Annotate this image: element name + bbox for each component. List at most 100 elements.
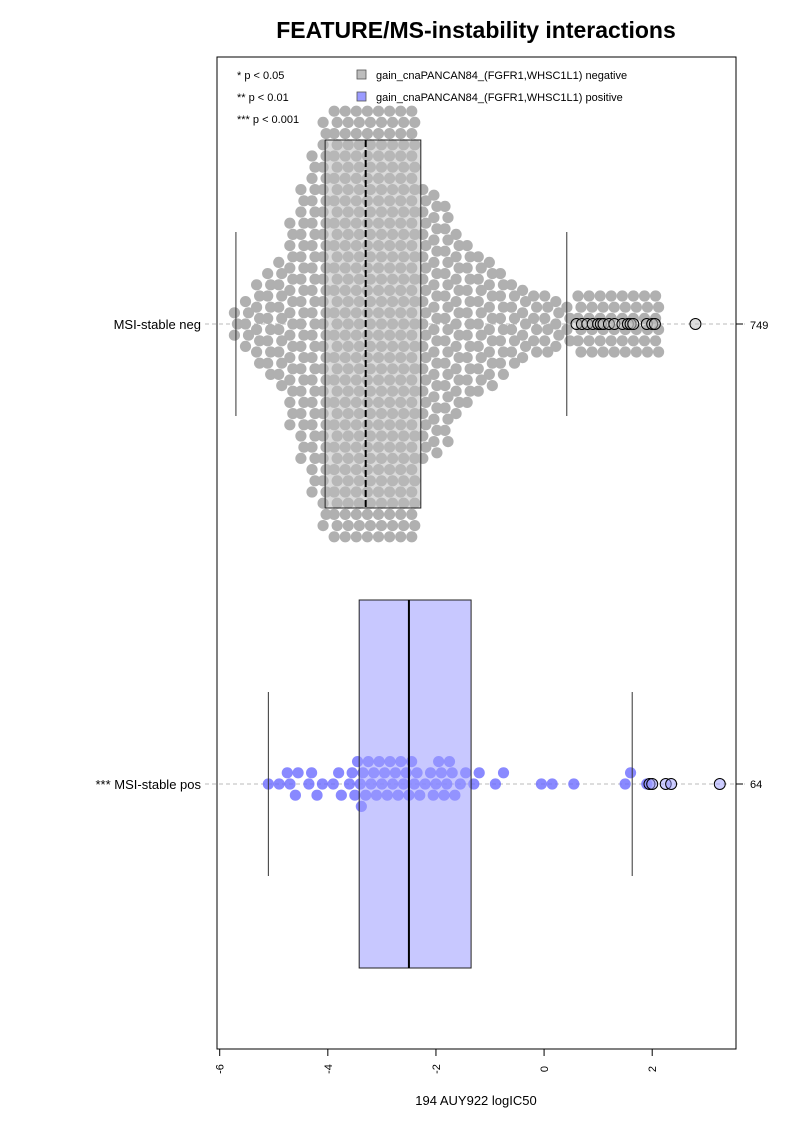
dot-neg-8: [250, 279, 263, 291]
dot-neg-591: [497, 279, 510, 291]
dot-neg-504: [431, 380, 443, 392]
dot-neg-103: [309, 385, 321, 397]
dot-neg-383: [383, 531, 396, 543]
dot-neg-481: [420, 396, 432, 408]
dot-neg-600: [505, 279, 518, 291]
dot-neg-673: [641, 301, 654, 313]
dot-neg-521: [439, 312, 451, 324]
dot-neg-305: [361, 531, 374, 543]
dot-neg-189: [339, 105, 351, 117]
dot-pos-5: [292, 767, 304, 779]
dot-neg-510: [431, 447, 443, 459]
dot-neg-475: [420, 329, 432, 341]
dot-neg-343: [375, 520, 388, 532]
dot-neg-523: [439, 335, 451, 347]
dot-neg-622: [542, 301, 554, 313]
dot-pos-10: [327, 778, 339, 790]
dot-neg-659: [608, 346, 620, 358]
dot-neg-507: [428, 413, 440, 425]
dot-neg-384: [395, 105, 407, 117]
box-1: [358, 599, 472, 969]
dot-neg-477: [420, 352, 432, 364]
dot-neg-148: [320, 508, 332, 520]
dot-neg-637: [575, 301, 587, 313]
dot-neg-102: [306, 374, 318, 386]
dot-pos-3: [284, 778, 296, 790]
dot-neg-558: [461, 329, 473, 341]
dot-neg-53: [287, 385, 299, 397]
dot-neg-499: [428, 324, 440, 336]
dot-neg-539: [450, 296, 462, 308]
dot-neg-627: [550, 296, 562, 308]
group-count-pos: 64: [750, 779, 762, 791]
dot-neg-266: [350, 531, 362, 543]
dot-neg-111: [309, 475, 321, 487]
dot-neg-37: [276, 380, 288, 392]
dot-neg-346: [386, 116, 399, 128]
dot-neg-29: [276, 290, 288, 302]
dot-neg-652: [594, 335, 606, 347]
dot-pos-4: [289, 789, 301, 801]
dot-neg-342: [372, 508, 385, 520]
x-tick-label-3: 0: [539, 1066, 551, 1072]
dot-pos-9: [316, 778, 329, 790]
dot-pos-56: [489, 778, 502, 790]
dot-neg-508: [431, 424, 443, 436]
dot-neg-513: [439, 223, 451, 235]
outlier-1-1: [646, 778, 659, 790]
dot-neg-590: [494, 268, 507, 280]
dot-neg-512: [442, 212, 454, 224]
dot-neg-649: [597, 301, 609, 313]
dot-neg-511: [439, 200, 451, 212]
dot-neg-95: [309, 296, 321, 308]
dot-neg-46: [284, 307, 296, 319]
dot-neg-677: [641, 346, 654, 358]
dot-neg-653: [597, 346, 609, 358]
dot-neg-665: [619, 346, 631, 358]
dot-neg-20: [262, 312, 274, 324]
dot-neg-581: [486, 290, 498, 302]
dot-neg-35: [276, 357, 288, 369]
dot-neg-615: [528, 290, 540, 302]
dot-neg-463: [420, 195, 432, 207]
dot-neg-381: [383, 508, 396, 520]
dot-neg-0: [228, 307, 241, 319]
dot-neg-625: [539, 335, 551, 347]
dot-neg-580: [483, 279, 495, 291]
dot-neg-114: [320, 128, 332, 140]
significance-legend: * p < 0.05 ** p < 0.01 *** p < 0.001: [237, 70, 299, 126]
legend-label-positive: gain_cnaPANCAN84_(FGFR1,WHSC1L1) positiv…: [376, 92, 623, 104]
dot-neg-15: [253, 357, 266, 369]
dot-neg-636: [572, 290, 584, 302]
dot-neg-487: [428, 189, 440, 201]
dot-neg-494: [431, 268, 443, 280]
dot-neg-425: [406, 128, 418, 140]
dot-neg-65: [295, 273, 307, 285]
dot-neg-51: [287, 363, 299, 375]
outlier-points: [570, 318, 726, 790]
dot-neg-491: [428, 234, 440, 246]
dot-neg-520: [442, 301, 454, 313]
dot-neg-422: [395, 531, 407, 543]
dot-pos-60: [568, 778, 580, 790]
dot-neg-18: [262, 290, 274, 302]
dot-neg-544: [453, 352, 465, 364]
dot-neg-518: [442, 279, 454, 291]
dot-neg-500: [431, 335, 443, 347]
dot-neg-588: [483, 368, 495, 380]
dot-neg-658: [605, 335, 617, 347]
dot-neg-655: [608, 301, 620, 313]
dot-neg-559: [464, 340, 476, 352]
dot-neg-48: [284, 329, 296, 341]
dot-neg-64: [298, 262, 310, 274]
dot-neg-82: [306, 150, 318, 162]
dot-neg-552: [461, 262, 473, 274]
dot-neg-420: [395, 508, 407, 520]
dot-pos-15: [349, 789, 361, 801]
dot-neg-577: [472, 385, 484, 397]
dot-pos-1: [273, 778, 285, 790]
dot-neg-525: [439, 357, 451, 369]
dot-neg-150: [328, 105, 340, 117]
dot-pos-13: [343, 778, 356, 790]
dot-pos-55: [473, 767, 485, 779]
